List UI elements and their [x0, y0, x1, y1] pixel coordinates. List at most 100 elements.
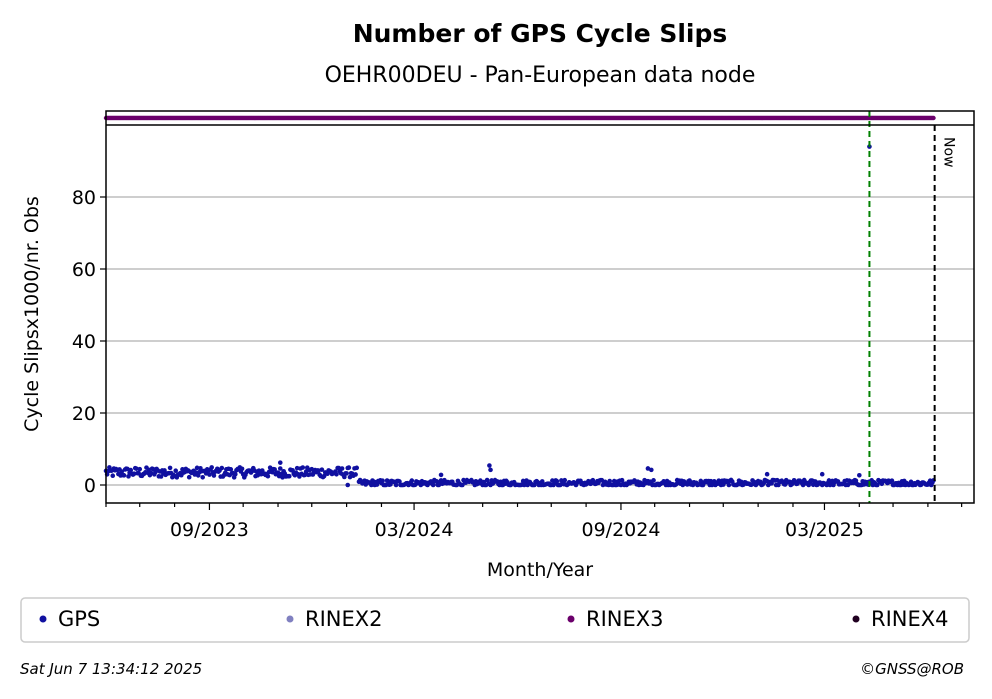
- x-tick-label: 09/2023: [170, 519, 249, 541]
- gps-point: [194, 465, 200, 471]
- y-tick-label: 0: [84, 475, 96, 497]
- gps-point: [344, 471, 349, 476]
- gps-point: [131, 471, 137, 477]
- gps-point: [554, 478, 560, 484]
- gps-point: [209, 465, 214, 470]
- gps-point: [137, 466, 143, 472]
- gps-point: [167, 465, 173, 471]
- gps-point: [345, 482, 351, 488]
- x-axis-label: Month/Year: [487, 559, 593, 581]
- gps-point: [857, 472, 862, 478]
- y-gridlines: [106, 196, 974, 486]
- gps-point: [321, 473, 327, 479]
- gps-point: [277, 460, 283, 465]
- gps-point: [277, 466, 283, 471]
- gps-point: [651, 478, 656, 483]
- gps-point: [134, 466, 139, 471]
- gps-point: [607, 478, 613, 484]
- chart-subtitle: OEHR00DEU - Pan-European data node: [325, 63, 756, 88]
- gps-point: [539, 479, 545, 484]
- plot-frame: [105, 110, 975, 504]
- gps-point: [219, 465, 225, 471]
- gps-point: [207, 472, 212, 477]
- legend-marker: [567, 615, 575, 623]
- gps-point: [265, 473, 271, 479]
- gps-point: [438, 472, 444, 478]
- gps-point: [162, 468, 167, 473]
- gps-point: [319, 467, 325, 472]
- legend-box: [20, 597, 970, 643]
- gps-point: [211, 473, 217, 478]
- rinex-availability-strip: [103, 115, 936, 121]
- gps-point: [300, 465, 306, 470]
- gps-point: [228, 467, 234, 472]
- y-axis-label: Cycle Slipsx1000/nr. Obs: [21, 196, 43, 432]
- footer-timestamp: Sat Jun 7 13:34:12 2025: [20, 660, 202, 678]
- gps-point: [239, 466, 245, 472]
- legend: GPS RINEX2 RINEX3 RINEX4: [39, 607, 949, 631]
- legend-label: GPS: [58, 607, 100, 631]
- legend-marker: [852, 615, 860, 623]
- gps-point: [488, 467, 493, 473]
- gps-point: [342, 474, 347, 480]
- gps-point: [354, 465, 360, 471]
- y-tick-label: 60: [72, 259, 96, 281]
- gps-point: [889, 478, 895, 483]
- gps-point: [819, 471, 825, 477]
- gps-point: [233, 471, 238, 477]
- gps-point: [110, 473, 116, 478]
- gps-point: [484, 477, 490, 483]
- gps-point: [186, 474, 192, 480]
- gps-point: [845, 482, 851, 488]
- gps-point: [562, 477, 568, 483]
- gps-point: [875, 482, 880, 488]
- rinex3-availability-dot: [931, 115, 936, 121]
- gps-point: [286, 473, 292, 479]
- gps-point: [460, 482, 465, 488]
- gps-point: [369, 482, 374, 488]
- gps-point: [611, 478, 617, 484]
- legend-label: RINEX2: [305, 607, 383, 631]
- footer-copyright: ©GNSS@ROB: [860, 660, 964, 678]
- gps-point: [649, 467, 654, 473]
- gps-point: [383, 482, 389, 488]
- gps-point: [339, 466, 345, 471]
- y-tick-label: 80: [72, 187, 96, 209]
- gps-point: [119, 469, 125, 474]
- gps-point: [128, 467, 134, 473]
- legend-label: RINEX3: [586, 607, 664, 631]
- x-axis-ticks: 09/2023 03/2024 09/2024 03/2025: [105, 503, 963, 541]
- gps-point: [487, 463, 492, 468]
- gps-point: [353, 472, 358, 477]
- x-tick-label: 03/2024: [375, 519, 454, 541]
- y-tick-label: 40: [72, 331, 96, 353]
- gps-point: [409, 478, 415, 483]
- gps-point: [272, 467, 277, 472]
- gps-data-points: [103, 144, 936, 488]
- gps-point: [121, 473, 127, 478]
- gps-point: [334, 471, 339, 477]
- now-label: Now: [941, 137, 957, 168]
- legend-marker: [39, 615, 47, 623]
- y-axis-ticks: 0 20 40 60 80: [72, 187, 106, 497]
- gps-point: [393, 482, 399, 488]
- legend-label: RINEX4: [871, 607, 949, 631]
- gps-point: [764, 471, 770, 477]
- vertical-markers: [868, 111, 936, 503]
- gps-point: [173, 468, 179, 474]
- y-tick-label: 20: [72, 403, 96, 425]
- chart-title: Number of GPS Cycle Slips: [353, 19, 728, 48]
- x-tick-label: 03/2025: [785, 519, 864, 541]
- gps-point: [380, 478, 385, 483]
- gps-point: [619, 477, 625, 483]
- gps-point: [430, 482, 436, 488]
- gps-point: [698, 478, 704, 484]
- gps-point: [346, 465, 352, 470]
- gps-point: [200, 474, 205, 480]
- gps-point: [126, 474, 131, 479]
- gps-point: [726, 482, 732, 488]
- gps-point: [290, 468, 295, 473]
- gps-point: [397, 479, 402, 484]
- x-tick-label: 09/2024: [581, 519, 660, 541]
